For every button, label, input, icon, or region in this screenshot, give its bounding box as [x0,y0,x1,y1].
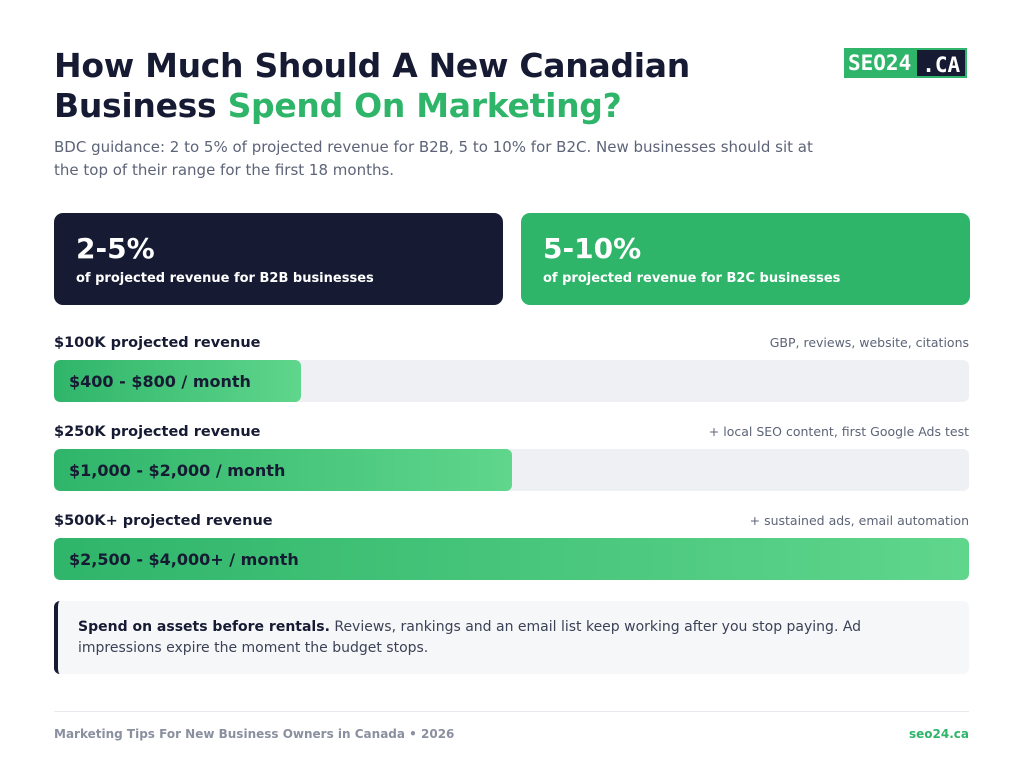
callout-headline: Spend on assets before rentals. [78,619,330,635]
page-title: How Much Should A New Canadian Business … [54,46,754,126]
stat-b2b-value: 2-5% [76,232,155,265]
tier-note: + local SEO content, first Google Ads te… [708,424,969,439]
callout-body: Reviews, rankings and an email list keep… [78,619,862,656]
tier-label: $100K projected revenue [54,335,261,351]
budget-bar-track-500k: $2,500 - $4,000+ / month [54,538,969,580]
budget-range: $400 - $800 / month [69,371,251,391]
stat-b2c-caption: of projected revenue for B2C businesses [543,271,841,286]
tier-label: $250K projected revenue [54,424,261,440]
budget-range: $2,500 - $4,000+ / month [69,549,299,569]
budget-bar-fill-500k: $2,500 - $4,000+ / month [54,538,969,580]
tier-note: GBP, reviews, website, citations [769,335,969,350]
tier-header-500k: $500K+ projected revenue + sustained ads… [54,513,969,529]
logo-left: SEO24 [844,48,916,78]
tier-header-250k: $250K projected revenue + local SEO cont… [54,424,969,440]
title-accent: Spend On Marketing? [227,86,622,125]
stat-b2b-caption: of projected revenue for B2B businesses [76,271,374,286]
budget-bar-track-250k: $1,000 - $2,000 / month [54,449,969,491]
tier-note: + sustained ads, email automation [749,513,969,528]
page-subtitle: BDC guidance: 2 to 5% of projected reven… [54,138,813,179]
logo-right: .CA [915,48,968,78]
budget-bar-track-100k: $400 - $800 / month [54,360,969,402]
seo24-logo[interactable]: SEO24 .CA [844,48,968,78]
budget-bar-fill-250k: $1,000 - $2,000 / month [54,449,512,491]
stat-card-b2b: 2-5% of projected revenue for B2B busine… [54,213,503,305]
stat-b2c-value: 5-10% [543,232,642,265]
budget-range: $1,000 - $2,000 / month [69,460,286,480]
footer-site-link[interactable]: seo24.ca [909,727,969,741]
tier-header-100k: $100K projected revenue GBP, reviews, we… [54,335,969,351]
title-main: How Much Should A New Canadian Business [54,46,690,125]
footer: Marketing Tips For New Business Owners i… [54,727,969,741]
footer-divider [54,711,969,712]
budget-bar-fill-100k: $400 - $800 / month [54,360,302,402]
tier-label: $500K+ projected revenue [54,513,273,529]
tip-callout: Spend on assets before rentals. Reviews,… [54,601,969,674]
stat-card-b2c: 5-10% of projected revenue for B2C busin… [521,213,970,305]
footer-caption: Marketing Tips For New Business Owners i… [54,727,455,741]
